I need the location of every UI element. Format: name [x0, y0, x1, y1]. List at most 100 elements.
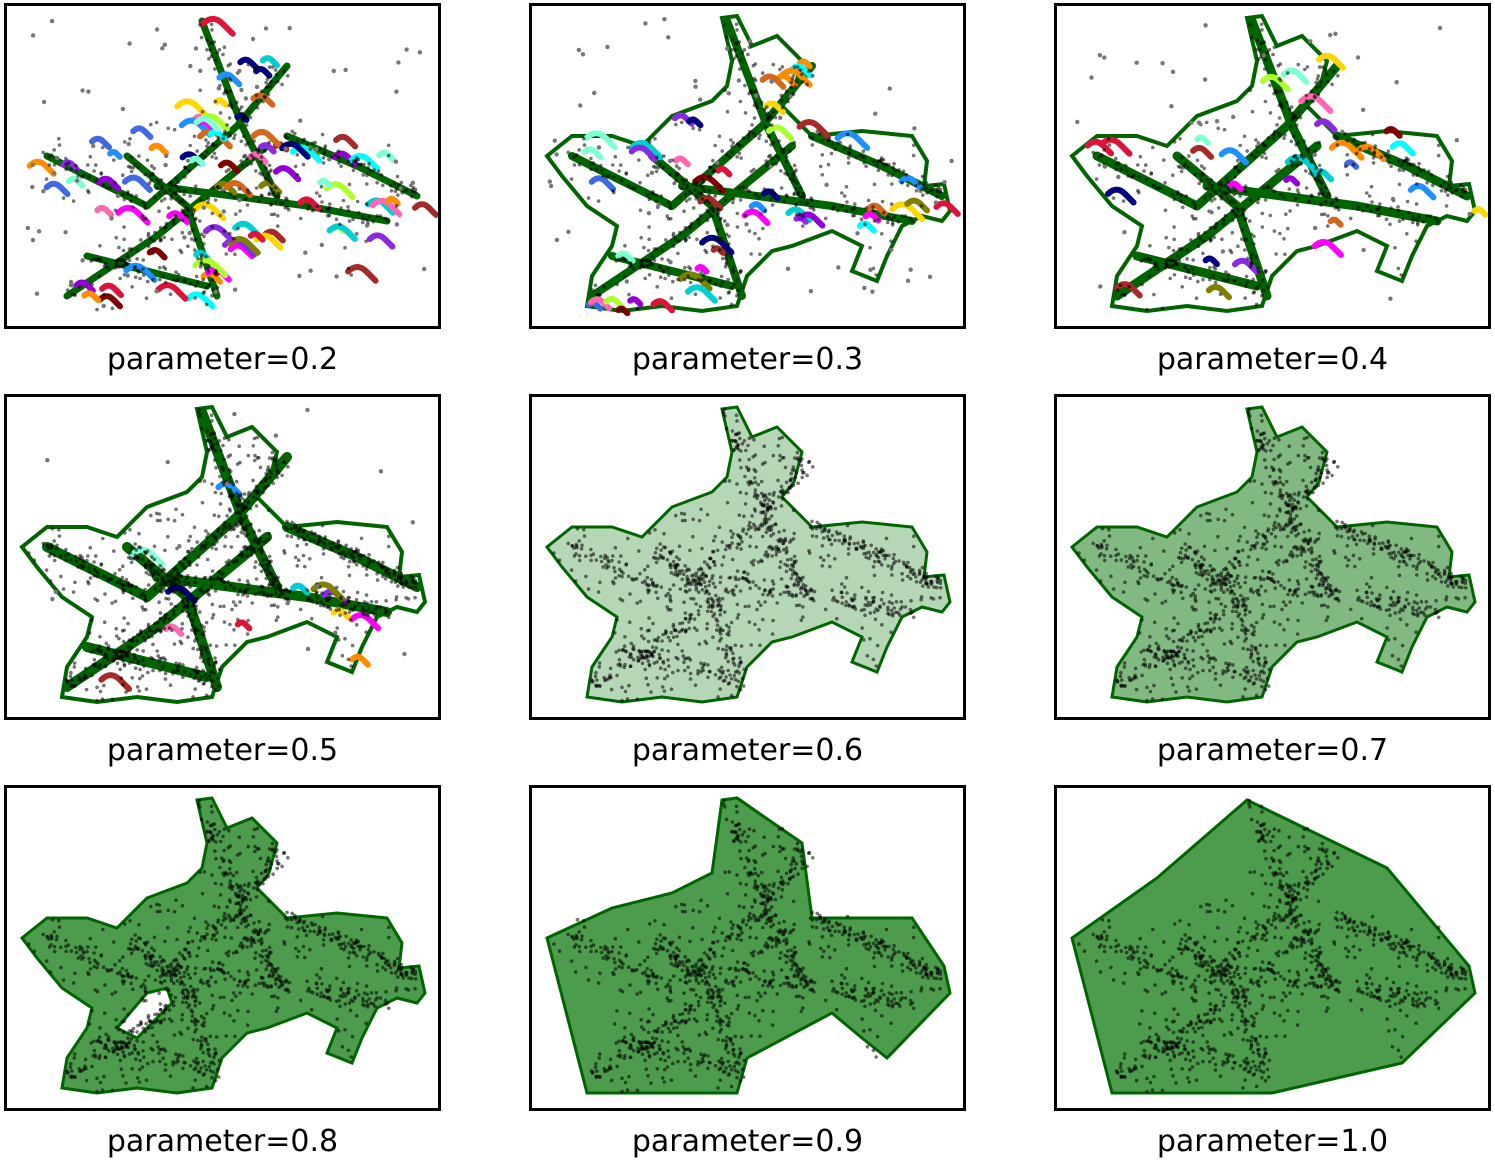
data-point [871, 550, 876, 555]
noise-point [1203, 23, 1208, 28]
data-point [1221, 218, 1226, 222]
data-point [727, 629, 731, 634]
data-point [650, 254, 655, 258]
data-point [1194, 599, 1198, 603]
data-point [725, 109, 730, 114]
data-point [1229, 250, 1234, 255]
data-point [746, 136, 751, 141]
data-point [57, 527, 61, 532]
data-point [724, 651, 729, 656]
data-point [172, 518, 177, 523]
data-point [199, 651, 204, 656]
data-point [315, 601, 320, 605]
data-point [104, 655, 109, 660]
noise-point [91, 143, 96, 149]
data-point [251, 444, 256, 448]
data-point [120, 588, 125, 592]
data-point [666, 216, 671, 221]
data-point [711, 549, 715, 554]
data-point [276, 615, 280, 619]
data-point [602, 556, 607, 561]
data-point [1099, 542, 1104, 547]
data-point [737, 40, 742, 44]
data-point [764, 139, 769, 144]
noise-point [201, 205, 206, 210]
data-point [737, 577, 741, 581]
data-point [710, 598, 715, 602]
data-point [381, 560, 385, 565]
side-cluster [121, 174, 153, 194]
data-point [1278, 231, 1282, 236]
data-point [1254, 302, 1259, 307]
data-point [1386, 155, 1391, 159]
data-point [140, 674, 145, 678]
data-point [73, 684, 77, 688]
data-point [685, 581, 690, 585]
data-point [392, 568, 397, 573]
data-point [880, 232, 884, 236]
data-point [906, 574, 910, 579]
data-point [620, 685, 624, 690]
data-point [911, 534, 916, 539]
data-point [218, 111, 223, 115]
data-point [296, 558, 301, 562]
data-point [791, 508, 796, 513]
data-point [707, 201, 711, 205]
data-point [141, 658, 145, 662]
data-point [295, 173, 300, 177]
data-point [131, 635, 136, 640]
data-point [770, 156, 774, 161]
data-point [229, 102, 234, 107]
data-point [1196, 625, 1201, 629]
data-point [210, 569, 215, 573]
data-point [1175, 254, 1180, 258]
data-point [765, 163, 770, 168]
data-point [779, 93, 784, 98]
data-point [1373, 146, 1377, 150]
subplot-canvas [544, 13, 961, 317]
data-point [735, 419, 739, 423]
data-point [1232, 188, 1237, 193]
noise-point [297, 273, 302, 278]
data-point [221, 443, 225, 448]
data-point [389, 580, 394, 584]
data-point [361, 608, 365, 612]
data-point [159, 178, 164, 182]
data-point [766, 116, 771, 120]
data-point [1304, 504, 1309, 508]
data-point [102, 292, 106, 297]
data-point [1307, 547, 1311, 552]
data-point [171, 669, 175, 673]
data-point [153, 196, 158, 200]
data-point [206, 200, 210, 205]
data-point [407, 585, 411, 589]
data-point [685, 575, 689, 579]
data-point [341, 600, 346, 605]
data-point [673, 628, 678, 632]
data-point [186, 574, 190, 578]
data-point [177, 580, 182, 584]
data-point [150, 572, 155, 577]
side-cluster [699, 234, 735, 256]
data-point [886, 608, 890, 612]
data-point [574, 552, 578, 556]
side-cluster [1298, 93, 1334, 115]
data-point [69, 683, 73, 688]
data-point [1305, 106, 1310, 110]
data-point [1340, 129, 1344, 134]
noise-point [596, 145, 602, 150]
data-point [760, 462, 765, 466]
data-point [769, 197, 773, 201]
data-point [645, 588, 650, 592]
data-point [1225, 588, 1230, 592]
data-point [741, 684, 746, 688]
data-point [1152, 292, 1156, 297]
data-point [754, 545, 759, 549]
data-point [209, 22, 214, 27]
data-point [626, 183, 631, 187]
data-point [1271, 443, 1275, 448]
data-point [694, 180, 699, 184]
data-point [870, 600, 874, 605]
data-point [356, 548, 361, 553]
data-point [1425, 180, 1429, 185]
